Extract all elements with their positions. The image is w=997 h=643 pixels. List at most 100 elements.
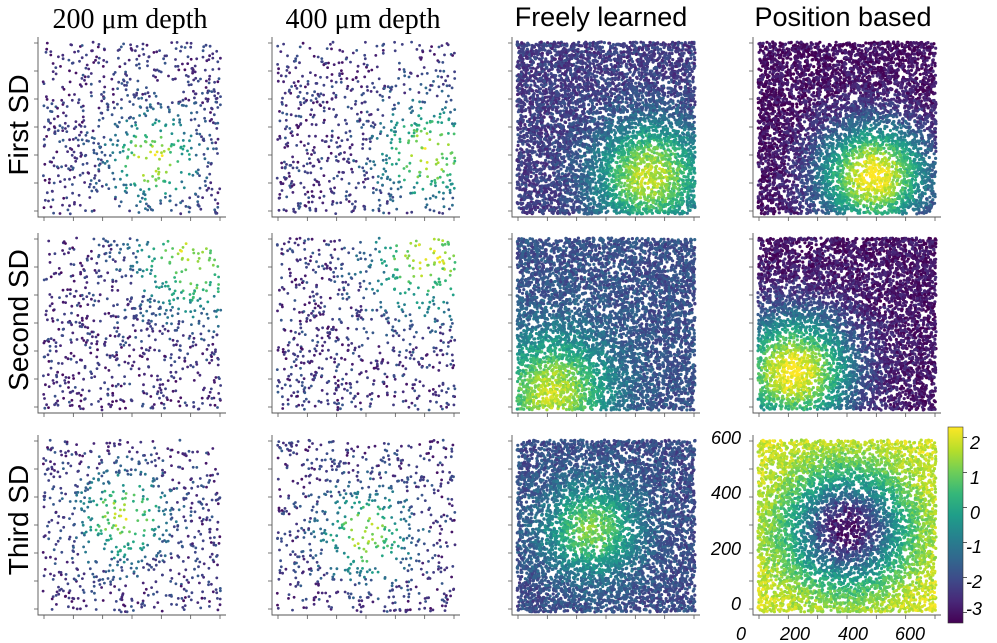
scatter-point — [73, 93, 76, 96]
scatter-point — [62, 197, 65, 200]
scatter-point — [219, 57, 222, 60]
scatter-point — [351, 88, 354, 91]
scatter-point — [165, 171, 168, 174]
scatter-point — [319, 76, 322, 79]
scatter-point — [315, 123, 318, 126]
scatter-point — [78, 134, 81, 137]
scatter-point — [85, 67, 88, 70]
scatter-point — [152, 123, 155, 126]
scatter-point — [131, 49, 134, 52]
scatter-point — [378, 199, 381, 202]
scatter-point — [399, 140, 402, 143]
scatter-point — [313, 90, 316, 93]
scatter-point — [49, 110, 52, 113]
scatter-point — [195, 57, 198, 60]
scatter-point — [52, 198, 55, 201]
scatter-point — [194, 118, 197, 121]
scatter-point — [290, 113, 293, 116]
scatter-point — [154, 178, 157, 181]
scatter-point — [301, 75, 304, 78]
scatter-point — [331, 191, 334, 194]
scatter-point — [198, 133, 201, 136]
scatter-point — [82, 109, 85, 112]
scatter-point — [188, 211, 191, 214]
scatter-point — [122, 184, 125, 187]
scatter-point — [356, 70, 359, 73]
scatter-point — [130, 151, 133, 154]
scatter-point — [52, 62, 55, 65]
scatter-point — [441, 212, 444, 215]
scatter-point — [48, 181, 51, 184]
scatter-point — [282, 80, 285, 83]
scatter-point — [442, 192, 445, 195]
scatter-point — [78, 123, 81, 126]
scatter-point — [211, 57, 214, 60]
scatter-point — [318, 95, 321, 98]
scatter-point — [369, 160, 372, 163]
scatter-point — [321, 202, 324, 205]
scatter-point — [148, 95, 151, 98]
scatter-point — [114, 71, 117, 74]
scatter-point — [154, 122, 157, 125]
scatter-point — [352, 78, 355, 81]
scatter-point — [49, 122, 52, 125]
scatter-point — [72, 167, 75, 170]
scatter-point — [190, 135, 193, 138]
scatter-point — [92, 142, 95, 145]
scatter-point — [188, 196, 191, 199]
scatter-point — [187, 75, 190, 78]
scatter-point — [119, 178, 122, 181]
scatter-point — [154, 154, 157, 157]
scatter-point — [109, 138, 112, 141]
scatter-point — [307, 83, 310, 86]
scatter-point — [320, 190, 323, 193]
scatter-point — [53, 118, 56, 121]
scatter-point — [208, 78, 211, 81]
scatter-point — [420, 107, 423, 110]
scatter-point — [417, 176, 420, 179]
scatter-point — [129, 43, 132, 46]
scatter-point — [449, 179, 452, 182]
scatter-point — [196, 111, 199, 114]
scatter-point — [434, 181, 437, 184]
scatter-point — [180, 180, 183, 183]
scatter-point — [168, 181, 171, 184]
column-title-freely-learned: Freely learned — [515, 2, 688, 32]
scatter-point — [210, 138, 213, 141]
scatter-point — [338, 49, 341, 52]
scatter-point — [426, 175, 429, 178]
scatter-point — [421, 50, 424, 53]
scatter-point — [382, 52, 385, 55]
scatter-point — [196, 132, 199, 135]
scatter-point — [212, 147, 215, 150]
scatter-point — [389, 195, 392, 198]
scatter-point — [145, 99, 148, 102]
scatter-point — [189, 206, 192, 209]
scatter-point — [337, 160, 340, 163]
scatter-point — [403, 74, 406, 77]
scatter-point — [60, 165, 63, 168]
scatter-point — [217, 92, 220, 95]
scatter-point — [57, 55, 60, 58]
scatter-point — [170, 209, 173, 212]
scatter-point — [210, 107, 213, 110]
scatter-point — [213, 113, 216, 116]
scatter-point — [145, 136, 148, 139]
scatter-point — [185, 205, 188, 208]
scatter-point — [277, 72, 280, 75]
scatter-point — [92, 130, 95, 133]
scatter-point — [217, 138, 220, 141]
scatter-point — [366, 157, 369, 160]
scatter-point — [61, 54, 64, 57]
scatter-point — [194, 101, 197, 104]
scatter-point — [158, 120, 161, 123]
scatter-point — [300, 103, 303, 106]
scatter-point — [429, 89, 432, 92]
scatter-point — [345, 198, 348, 201]
scatter-point — [146, 60, 149, 63]
scatter-point — [406, 212, 409, 215]
scatter-point — [206, 165, 209, 168]
scatter-point — [155, 118, 158, 121]
scatter-point — [111, 113, 114, 116]
scatter-point — [372, 126, 375, 129]
